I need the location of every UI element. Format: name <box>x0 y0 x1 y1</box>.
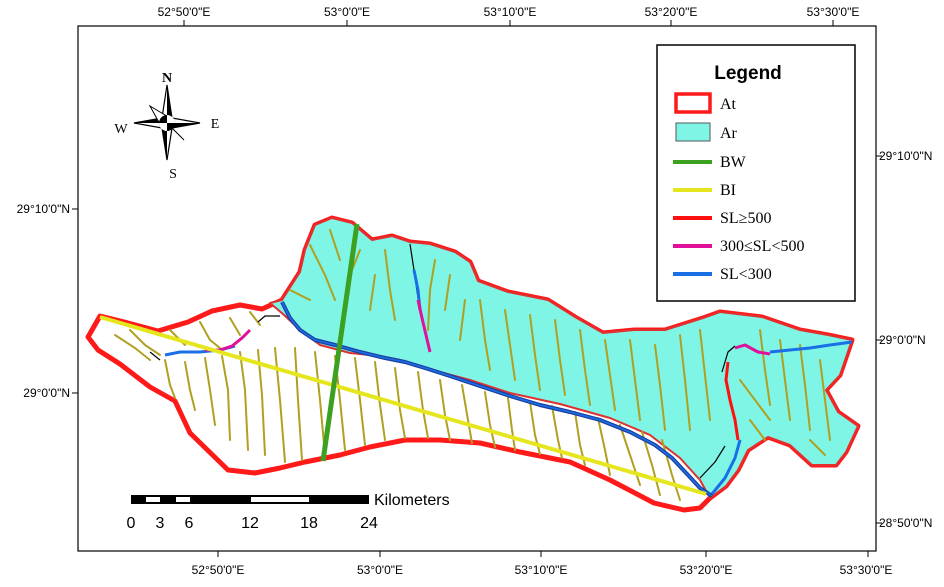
legend-label-bi: BI <box>720 182 736 199</box>
scale-tick-24: 24 <box>360 515 378 532</box>
bottom-label-4: 53°20'0"E <box>680 563 733 577</box>
bottom-label-1: 52°50'0"E <box>192 563 245 577</box>
legend-label-bw: BW <box>720 154 747 171</box>
legend-label-sl-ge-500: SL≥500 <box>720 210 771 227</box>
main-channel-sl-lt-300-inner <box>281 301 713 497</box>
legend-swatch-at <box>674 92 712 114</box>
scale-tick-6: 6 <box>185 515 194 532</box>
channel-sl-300-500-north <box>416 299 432 353</box>
top-label-1: 52°50'0"E <box>158 5 211 19</box>
compass-rose: N S E W <box>114 71 219 182</box>
bottom-label-3: 53°10'0"E <box>515 563 568 577</box>
legend-title: Legend <box>714 63 782 84</box>
top-label-3: 53°10'0"E <box>484 5 537 19</box>
legend-label-sl-lt-300: SL<300 <box>720 266 772 283</box>
bi-line <box>99 315 707 496</box>
channel-sl-300-500-east <box>734 343 771 356</box>
right-label-3: 28°50'0"N <box>879 516 932 530</box>
top-label-2: 53°0'0"E <box>324 5 370 19</box>
scale-unit-label: Kilometers <box>374 492 450 509</box>
left-label-2: 29°0'0"N <box>23 386 70 400</box>
legend: Legend At Ar BW BI SL≥500 300≤SL<500 SL<… <box>656 44 856 302</box>
left-label-1: 29°10'0"N <box>17 202 70 216</box>
legend-box <box>656 44 856 302</box>
bw-line <box>320 223 360 462</box>
compass-n-label: N <box>162 71 172 86</box>
top-label-5: 53°30'0"E <box>807 5 860 19</box>
bottom-label-2: 53°0'0"E <box>357 563 403 577</box>
east-tributary-sl-lt-300 <box>769 340 853 354</box>
map-frame <box>77 25 877 552</box>
scale-tick-0: 0 <box>127 515 136 532</box>
right-label-1: 29°10'0"N <box>879 149 932 163</box>
bottom-label-5: 53°30'0"E <box>840 563 893 577</box>
right-label-2: 29°0'0"N <box>879 333 926 347</box>
legend-label-ar: Ar <box>720 125 738 142</box>
legend-swatch-ar <box>675 122 711 142</box>
scale-tick-3: 3 <box>156 515 165 532</box>
frame-ticks <box>72 20 882 557</box>
scale-tick-18: 18 <box>300 515 318 532</box>
compass-w-label: W <box>114 122 128 137</box>
east-channel-sl-lt-300 <box>710 439 742 495</box>
compass-s-label: S <box>169 167 177 182</box>
legend-label-sl-300-500: 300≤SL<500 <box>720 238 804 255</box>
compass-e-label: E <box>211 117 220 132</box>
channel-sl-ge-500 <box>724 361 740 441</box>
top-label-4: 53°20'0"E <box>645 5 698 19</box>
scale-tick-12: 12 <box>241 515 259 532</box>
legend-label-at: At <box>720 96 737 113</box>
scale-bar: Kilometers 0 3 6 12 18 24 <box>127 492 450 532</box>
